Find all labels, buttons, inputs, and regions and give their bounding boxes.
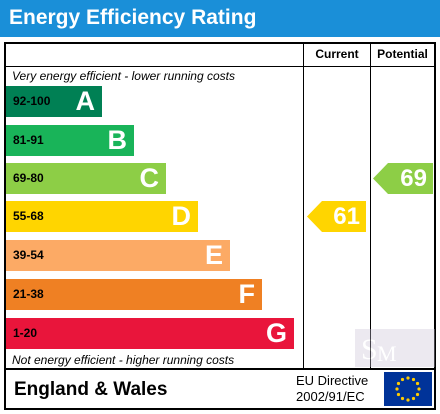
band-letter: C	[139, 163, 160, 193]
column-header-current: Current	[315, 47, 359, 61]
band-letter: A	[75, 86, 96, 116]
band-c: 69-80 C	[6, 163, 166, 194]
band-letter: D	[171, 201, 192, 231]
band-letter: B	[107, 125, 128, 155]
band-range-label: 69-80	[13, 171, 44, 185]
band-range-label: 1-20	[13, 326, 38, 340]
eu-star-icon	[406, 376, 410, 380]
current-rating-value: 61	[333, 203, 360, 230]
footer-divider	[4, 368, 436, 370]
current-arrow-shape	[307, 201, 366, 232]
band-e: 39-54 E	[6, 240, 230, 271]
potential-rating-arrow: 69	[373, 163, 433, 194]
band-range-label: 21-38	[13, 287, 44, 301]
eu-flag-icon	[384, 372, 432, 406]
column-divider-current	[303, 42, 304, 369]
chart-title: Energy Efficiency Rating	[9, 6, 257, 29]
band-g: 1-20 G	[6, 318, 294, 349]
eu-star-icon	[396, 381, 401, 386]
eu-star-icon	[400, 396, 405, 401]
potential-rating-value: 69	[400, 165, 427, 192]
band-a: 92-100 A	[6, 86, 102, 117]
directive-line-1: EU Directive	[296, 373, 369, 388]
caption-inefficient: Not energy efficient - higher running co…	[12, 353, 235, 367]
band-letter: F	[238, 279, 256, 309]
directive-line-2: 2002/91/EC	[296, 389, 365, 404]
band-range-label: 55-68	[13, 209, 44, 223]
region-label: England & Wales	[14, 379, 168, 400]
current-arrow-fill	[307, 201, 366, 232]
eu-directive: EU Directive 2002/91/EC	[296, 373, 368, 405]
eu-star-icon	[396, 392, 401, 397]
potential-arrow-fill	[373, 163, 433, 194]
eu-star-icon	[415, 392, 420, 397]
eu-star-icon	[417, 387, 421, 391]
eu-star-icon	[400, 377, 405, 382]
rating-frame	[4, 42, 436, 410]
caption-efficient: Very energy efficient - lower running co…	[12, 69, 235, 83]
band-f: 21-38 F	[6, 279, 262, 310]
band-d: 55-68 D	[6, 201, 198, 232]
eu-star-icon	[411, 396, 416, 401]
column-divider-potential	[370, 42, 371, 369]
band-range-label: 39-54	[13, 248, 44, 262]
potential-arrow-shape	[373, 163, 433, 194]
eu-star-icon	[411, 377, 416, 382]
column-header-potential: Potential	[377, 47, 428, 61]
svg-text:M: M	[377, 341, 397, 366]
watermark-logo: S M	[355, 329, 435, 367]
band-letter: E	[204, 240, 223, 270]
eu-star-icon	[406, 398, 410, 402]
eu-star-icon	[395, 387, 399, 391]
band-range-label: 81-91	[13, 133, 44, 147]
title-bar: Energy Efficiency Rating	[0, 0, 440, 37]
band-b: 81-91 B	[6, 125, 134, 156]
current-rating-arrow: 61	[307, 201, 366, 232]
eu-star-icon	[415, 381, 420, 386]
band-range-label: 92-100	[13, 94, 51, 108]
header-divider	[4, 66, 436, 67]
band-letter: G	[265, 318, 287, 348]
svg-text:S: S	[361, 333, 378, 366]
